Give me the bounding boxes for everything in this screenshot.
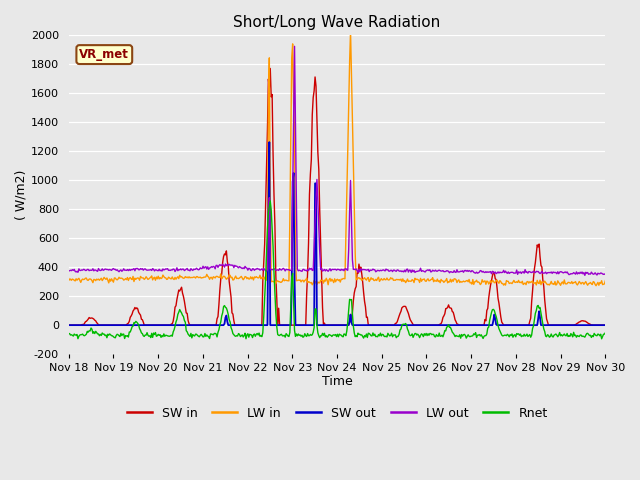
LW in: [572, 279, 579, 285]
LW out: [602, 272, 609, 277]
LW in: [602, 278, 609, 284]
SW in: [252, 322, 260, 328]
SW in: [572, 322, 579, 327]
SW in: [602, 322, 609, 328]
Rnet: [572, 332, 579, 338]
LW out: [65, 268, 72, 274]
Rnet: [534, 302, 542, 308]
SW in: [266, 66, 274, 72]
Line: LW out: LW out: [68, 47, 605, 276]
Line: SW out: SW out: [68, 142, 605, 325]
LW out: [68, 268, 76, 274]
Title: Short/Long Wave Radiation: Short/Long Wave Radiation: [234, 15, 440, 30]
X-axis label: Time: Time: [322, 374, 353, 387]
Text: VR_met: VR_met: [79, 48, 129, 61]
SW out: [252, 322, 260, 328]
SW in: [388, 322, 396, 328]
LW in: [534, 280, 542, 286]
SW out: [388, 322, 396, 328]
Line: Rnet: Rnet: [68, 201, 605, 339]
SW in: [428, 322, 436, 328]
LW in: [252, 274, 260, 279]
SW in: [65, 322, 72, 328]
Y-axis label: ( W/m2): ( W/m2): [15, 169, 28, 220]
LW out: [581, 273, 589, 278]
Rnet: [428, 332, 436, 337]
LW out: [572, 271, 579, 277]
LW in: [592, 283, 600, 288]
SW out: [534, 316, 542, 322]
Rnet: [602, 330, 609, 336]
LW out: [388, 269, 396, 275]
LW out: [291, 44, 298, 49]
Rnet: [266, 198, 274, 204]
LW out: [428, 269, 436, 275]
LW in: [65, 276, 72, 281]
Legend: SW in, LW in, SW out, LW out, Rnet: SW in, LW in, SW out, LW out, Rnet: [122, 402, 552, 425]
SW out: [572, 322, 579, 328]
Line: SW in: SW in: [68, 69, 605, 325]
SW in: [534, 244, 542, 250]
SW out: [65, 322, 72, 328]
Rnet: [252, 331, 260, 337]
Rnet: [65, 331, 72, 336]
SW out: [266, 139, 273, 145]
SW out: [602, 322, 609, 328]
SW in: [68, 322, 76, 328]
Line: LW in: LW in: [68, 31, 605, 286]
SW out: [428, 322, 436, 328]
Rnet: [388, 334, 396, 339]
Rnet: [68, 332, 76, 337]
Rnet: [598, 336, 605, 342]
LW out: [252, 266, 260, 272]
SW out: [68, 322, 76, 328]
LW out: [534, 269, 542, 275]
LW in: [388, 276, 396, 281]
LW in: [347, 28, 355, 34]
LW in: [68, 277, 76, 283]
LW in: [428, 276, 436, 282]
